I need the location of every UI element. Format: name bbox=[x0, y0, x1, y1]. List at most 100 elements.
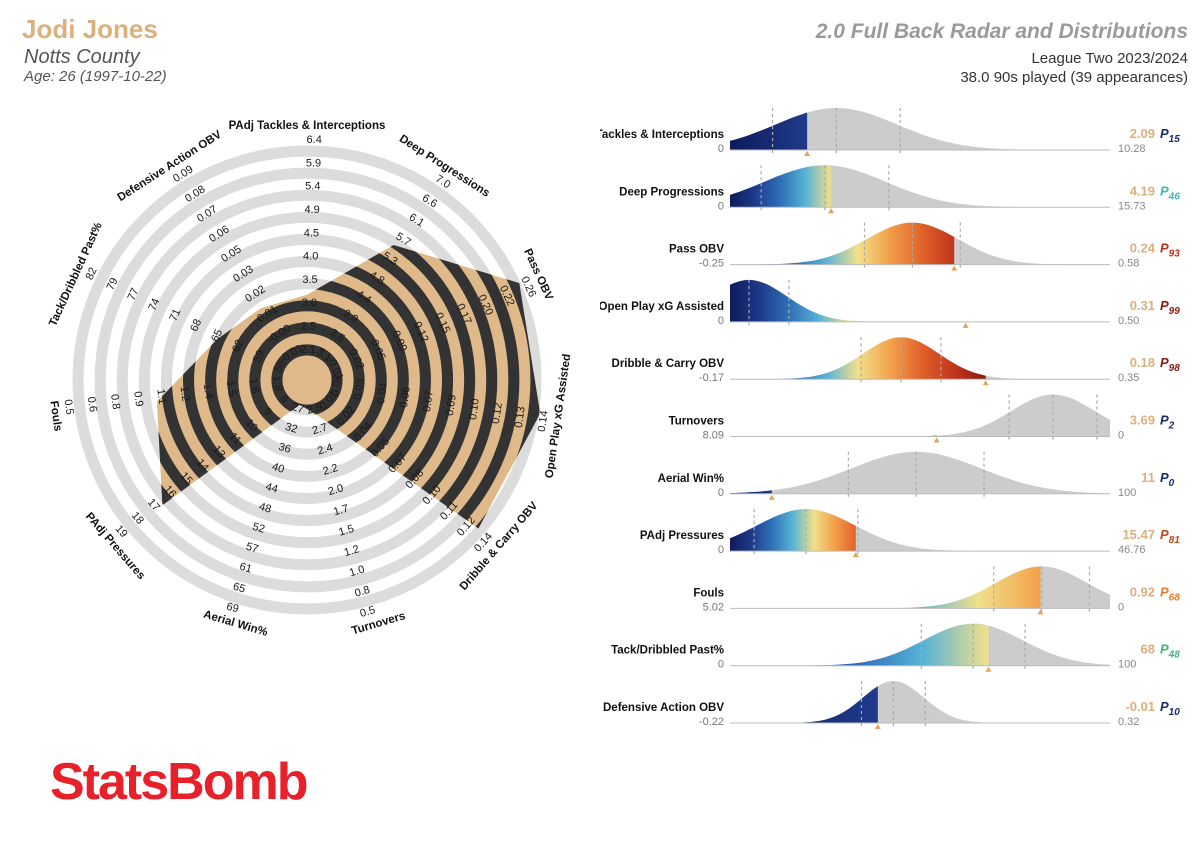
distribution-highlight bbox=[730, 279, 966, 322]
radar-tick-label: 1.2 bbox=[343, 543, 361, 559]
distribution-value: 15.47 bbox=[1122, 527, 1155, 542]
radar-ring-dark bbox=[156, 245, 476, 529]
percentile-label: P2 bbox=[1160, 413, 1175, 432]
radar-tick-label: 65 bbox=[231, 581, 246, 596]
radar-tick-label: 5.4 bbox=[305, 181, 320, 193]
percentile-label: P81 bbox=[1160, 527, 1180, 546]
percentile-value: 15 bbox=[1169, 134, 1181, 145]
distribution-value: 2.09 bbox=[1130, 126, 1155, 141]
distribution-max: 46.76 bbox=[1118, 544, 1146, 556]
distribution-curve bbox=[730, 451, 1110, 494]
radar-tick-label: 3.5 bbox=[302, 274, 317, 286]
radar-tick-label: 52 bbox=[251, 521, 266, 536]
distribution-highlight bbox=[730, 623, 989, 666]
radar-tick-label: 2.9 bbox=[306, 401, 324, 417]
value-marker bbox=[985, 666, 992, 672]
percentile-value: 2 bbox=[1168, 421, 1175, 432]
percentile-label: P46 bbox=[1160, 183, 1180, 202]
distribution-highlight bbox=[730, 112, 808, 150]
radar-tick-label: 0.5 bbox=[359, 604, 377, 620]
radar-tick-label: 0.6 bbox=[85, 396, 99, 413]
radar-tick-label: 48 bbox=[258, 501, 273, 516]
radar-tick-label: 0.09 bbox=[444, 394, 459, 417]
distribution-label: Turnovers bbox=[669, 416, 724, 428]
radar-tick-label: 0.13 bbox=[513, 406, 528, 429]
radar-tick-label: 1.7 bbox=[332, 503, 350, 519]
percentile-label: P68 bbox=[1160, 584, 1180, 603]
distribution-chart: PAdj Tackles & Interceptions 0 2.09 10.28 P1… bbox=[600, 108, 1181, 729]
percentile-value: 10 bbox=[1169, 707, 1181, 718]
distribution-curve bbox=[730, 108, 1110, 150]
radar-tick-label: 2.7 bbox=[311, 421, 329, 437]
distribution-curve bbox=[730, 681, 1110, 723]
radar-tick-label: 1.4 bbox=[201, 383, 215, 400]
radar-tick-label: 4.0 bbox=[303, 251, 318, 263]
percentile-value: 93 bbox=[1169, 249, 1181, 260]
distribution-value: 68 bbox=[1141, 642, 1155, 657]
radar-chart: 2.12.53.03.54.04.54.95.45.96.43.13.53.94… bbox=[47, 120, 573, 639]
radar-tick-label: 56 bbox=[272, 359, 288, 375]
distribution-min: 0 bbox=[718, 143, 724, 155]
distribution-label: Deep Progressions bbox=[619, 186, 724, 198]
radar-tick-label: 65 bbox=[209, 328, 225, 344]
radar-tick-label: 4.9 bbox=[304, 204, 319, 216]
distribution-curve bbox=[730, 566, 1110, 609]
radar-tick-label: 0.07 bbox=[421, 390, 436, 413]
distribution-max: 0.35 bbox=[1118, 372, 1139, 384]
distribution-min: 8.09 bbox=[703, 430, 724, 442]
radar-tick-label: 0.03 bbox=[352, 378, 367, 401]
distribution-label: Tack/Dribbled Past% bbox=[611, 645, 724, 657]
percentile-label: P99 bbox=[1160, 298, 1180, 317]
distribution-curve bbox=[730, 394, 1110, 437]
value-marker bbox=[804, 151, 811, 156]
distribution-min: -0.17 bbox=[699, 372, 724, 384]
distribution-max: 100 bbox=[1118, 659, 1136, 671]
percentile-label: P93 bbox=[1160, 241, 1180, 260]
distribution-min: 0 bbox=[718, 659, 724, 671]
distribution-label: Aerial Win% bbox=[658, 473, 724, 485]
radar-tick-label: 0.10 bbox=[467, 398, 482, 421]
radar-tick-label: 40 bbox=[271, 461, 286, 476]
radar-tick-label: 61 bbox=[238, 561, 253, 576]
distribution-min: 0 bbox=[718, 315, 724, 327]
radar-metric-label: PAdj Tackles & Interceptions bbox=[229, 120, 386, 132]
radar-metric-label: Fouls bbox=[47, 400, 63, 432]
distribution-value: 4.19 bbox=[1130, 183, 1155, 198]
distribution-min: 0 bbox=[718, 200, 724, 212]
distribution-max: 10.28 bbox=[1118, 143, 1146, 155]
radar-tick-label: 1.6 bbox=[247, 378, 261, 395]
radar-tick-label: 44 bbox=[264, 481, 279, 496]
radar-tick-label: 2.2 bbox=[321, 462, 339, 478]
radar-tick-label: 1.2 bbox=[177, 385, 191, 402]
distribution-highlight bbox=[730, 337, 986, 380]
distribution-value: 11 bbox=[1141, 470, 1155, 485]
radar-metric-label: Turnovers bbox=[350, 610, 407, 637]
report-title: 2.0 Full Back Radar and Distributions bbox=[815, 20, 1188, 43]
distribution-value: 0.18 bbox=[1130, 355, 1155, 370]
radar-tick-label: 79 bbox=[105, 276, 121, 292]
percentile-label: P98 bbox=[1160, 355, 1180, 374]
player-age: Age: 26 (1997-10-22) bbox=[24, 68, 167, 85]
team-name: Notts County bbox=[24, 46, 140, 68]
radar-tick-label: 1.1 bbox=[154, 388, 168, 405]
radar-tick-label: 0.04 bbox=[375, 382, 390, 405]
value-marker bbox=[933, 437, 940, 443]
statsbomb-logo: StatsBomb bbox=[50, 753, 308, 811]
radar-center bbox=[288, 361, 326, 399]
distribution-highlight bbox=[730, 222, 955, 265]
radar-tick-label: 32 bbox=[284, 421, 299, 436]
radar-tick-label: 62 bbox=[230, 338, 246, 354]
radar-tick-label: 2.0 bbox=[327, 482, 345, 498]
distribution-highlight bbox=[730, 165, 832, 208]
radar-tick-label: 0.8 bbox=[108, 393, 122, 410]
distribution-min: 5.02 bbox=[703, 601, 724, 613]
radar-tick-label: 27 bbox=[290, 401, 305, 416]
radar-tick-label: 74 bbox=[146, 297, 162, 313]
radar-tick-label: 0.5 bbox=[62, 399, 76, 416]
radar-tick-label: 2.1 bbox=[300, 344, 315, 356]
value-marker bbox=[874, 724, 881, 729]
player-name: Jodi Jones bbox=[22, 14, 158, 44]
radar-tick-label: 3.0 bbox=[302, 297, 317, 309]
distribution-label: PAdj Pressures bbox=[640, 530, 724, 542]
percentile-label: P15 bbox=[1160, 126, 1180, 145]
